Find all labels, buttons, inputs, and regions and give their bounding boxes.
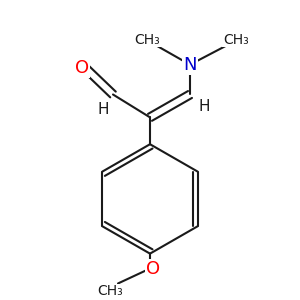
Text: CH₃: CH₃ [97, 284, 123, 298]
Text: O: O [75, 58, 89, 76]
Text: O: O [146, 260, 160, 278]
Text: H: H [97, 102, 109, 117]
Text: H: H [198, 99, 210, 114]
Text: CH₃: CH₃ [223, 33, 249, 47]
Text: N: N [183, 56, 197, 74]
Text: CH₃: CH₃ [134, 33, 160, 47]
